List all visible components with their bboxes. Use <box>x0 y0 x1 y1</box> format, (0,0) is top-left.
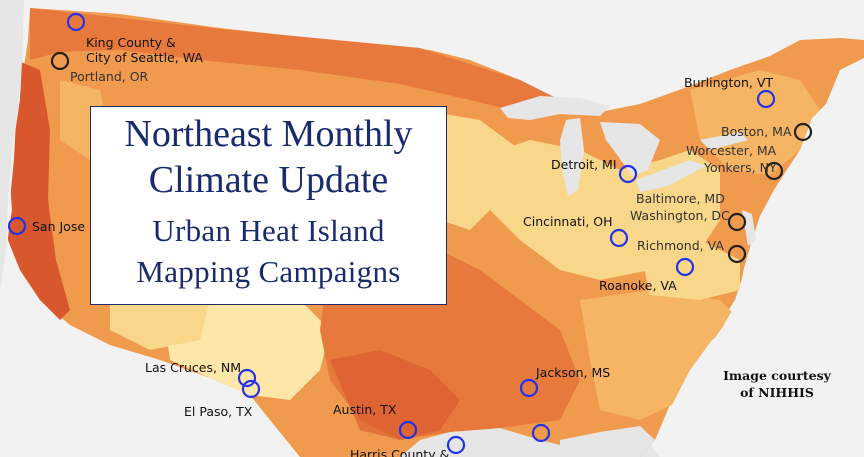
marker-san-jose[interactable] <box>7 216 27 236</box>
label-san-jose: San Jose <box>32 219 86 234</box>
label-washington: Washington, DC <box>630 208 730 223</box>
gulf-coast-water <box>560 426 655 457</box>
marker-jackson[interactable] <box>519 378 539 398</box>
marker-harris-county[interactable] <box>446 435 466 455</box>
marker-el-paso[interactable] <box>241 379 261 399</box>
city-markers <box>7 12 813 455</box>
label-roanoke: Roanoke, VA <box>599 278 677 293</box>
mexico-land <box>0 300 320 457</box>
label-el-paso: El Paso, TX <box>184 404 253 419</box>
west-coast-strip <box>8 60 70 320</box>
image-credit: Image courtesy of NIHHIS <box>723 368 831 400</box>
title-line-4: Mapping Campaigns <box>136 254 401 289</box>
marker-richmond[interactable] <box>727 244 747 264</box>
texas-deep <box>330 350 460 440</box>
label-richmond: Richmond, VA <box>637 238 724 253</box>
title-line-1: Northeast Monthly <box>124 113 413 155</box>
marker-portland[interactable] <box>50 51 70 71</box>
marker-detroit[interactable] <box>618 164 638 184</box>
lake-huron <box>600 122 660 176</box>
title-line-3: Urban Heat Island <box>152 213 385 248</box>
north-band <box>30 8 560 112</box>
pacific-water <box>0 0 24 290</box>
marker-yonkers[interactable] <box>764 161 784 181</box>
marker-austin[interactable] <box>398 420 418 440</box>
label-yonkers: Yonkers, NY <box>704 160 777 175</box>
lake-ontario <box>700 132 748 150</box>
lake-superior <box>500 96 610 120</box>
label-burlington: Burlington, VT <box>684 75 774 90</box>
label-worcester: Worcester, MA <box>686 143 777 158</box>
marker-roanoke[interactable] <box>675 257 695 277</box>
label-cincinnati: Cincinnati, OH <box>523 214 613 229</box>
marker-boston[interactable] <box>793 122 813 142</box>
marker-las-cruces[interactable] <box>237 368 257 388</box>
lake-michigan <box>560 118 584 196</box>
label-las-cruces: Las Cruces, NM <box>145 360 242 375</box>
label-king-county-text: King County & City of Seattle, WA <box>86 35 203 65</box>
southeast <box>580 290 740 420</box>
label-king-county: King County & City of Seattle, WA <box>86 35 203 65</box>
title-line-2: Climate Update <box>148 159 389 201</box>
marker-burlington[interactable] <box>756 89 776 109</box>
marker-new-orleans[interactable] <box>531 423 551 443</box>
label-austin: Austin, TX <box>333 402 397 417</box>
marker-baltimore-washington[interactable] <box>727 212 747 232</box>
label-baltimore: Baltimore, MD <box>636 191 725 206</box>
label-boston: Boston, MA <box>721 124 792 139</box>
title-box: Northeast Monthly Climate Update Urban H… <box>90 106 447 305</box>
northeast-region <box>690 70 820 175</box>
label-jackson: Jackson, MS <box>536 365 611 380</box>
label-portland: Portland, OR <box>70 69 149 84</box>
marker-seattle[interactable] <box>66 12 86 32</box>
marker-cincinnati[interactable] <box>609 228 629 248</box>
appalachian <box>640 240 740 300</box>
lake-erie <box>636 160 706 192</box>
label-harris-county: Harris County & <box>350 447 450 457</box>
label-detroit: Detroit, MI <box>551 157 617 172</box>
